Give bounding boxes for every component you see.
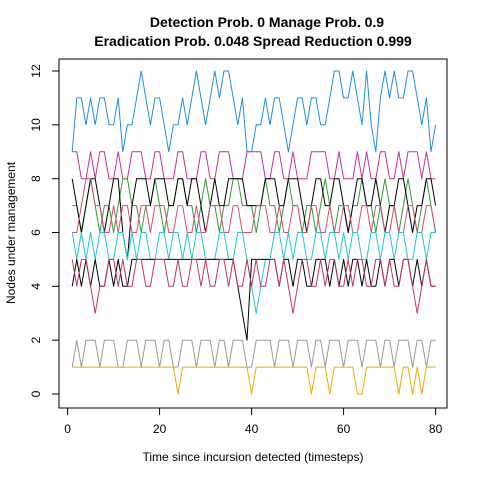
- series-line-1: [71, 70, 437, 153]
- series-line-2: [72, 151, 436, 180]
- series-line-4: [71, 178, 437, 260]
- x-tick-label: 20: [153, 422, 167, 436]
- x-tick-label: 0: [64, 422, 71, 436]
- series-line-8: [71, 258, 436, 314]
- chart-title: Detection Prob. 0 Manage Prob. 0.9: [150, 14, 384, 30]
- series-group: [71, 70, 437, 395]
- series-line-10: [72, 366, 436, 395]
- y-tick-label: 2: [29, 337, 43, 344]
- series-line-5: [72, 178, 437, 233]
- series-line-6: [71, 232, 436, 314]
- chart-subtitle: Eradication Prob. 0.048 Spread Reduction…: [94, 33, 412, 49]
- x-tick-label: 60: [337, 422, 351, 436]
- y-tick-label: 12: [29, 64, 43, 78]
- series-line-7: [71, 258, 436, 341]
- x-axis: 0 20 40 60 80: [64, 407, 443, 436]
- y-tick-label: 6: [29, 229, 43, 236]
- x-tick-label: 80: [429, 422, 443, 436]
- y-tick-label: 10: [29, 118, 43, 132]
- y-axis-label: Nodes under management: [4, 161, 18, 304]
- y-tick-label: 8: [29, 175, 43, 182]
- y-tick-label: 0: [29, 390, 43, 397]
- x-axis-label: Time since incursion detected (timesteps…: [143, 450, 364, 464]
- y-axis: 0 2 4 6 8 10 12: [29, 64, 60, 397]
- plot-frame: [58, 58, 448, 409]
- x-tick-label: 40: [245, 422, 259, 436]
- y-tick-label: 4: [29, 283, 43, 290]
- series-line-9: [71, 339, 436, 368]
